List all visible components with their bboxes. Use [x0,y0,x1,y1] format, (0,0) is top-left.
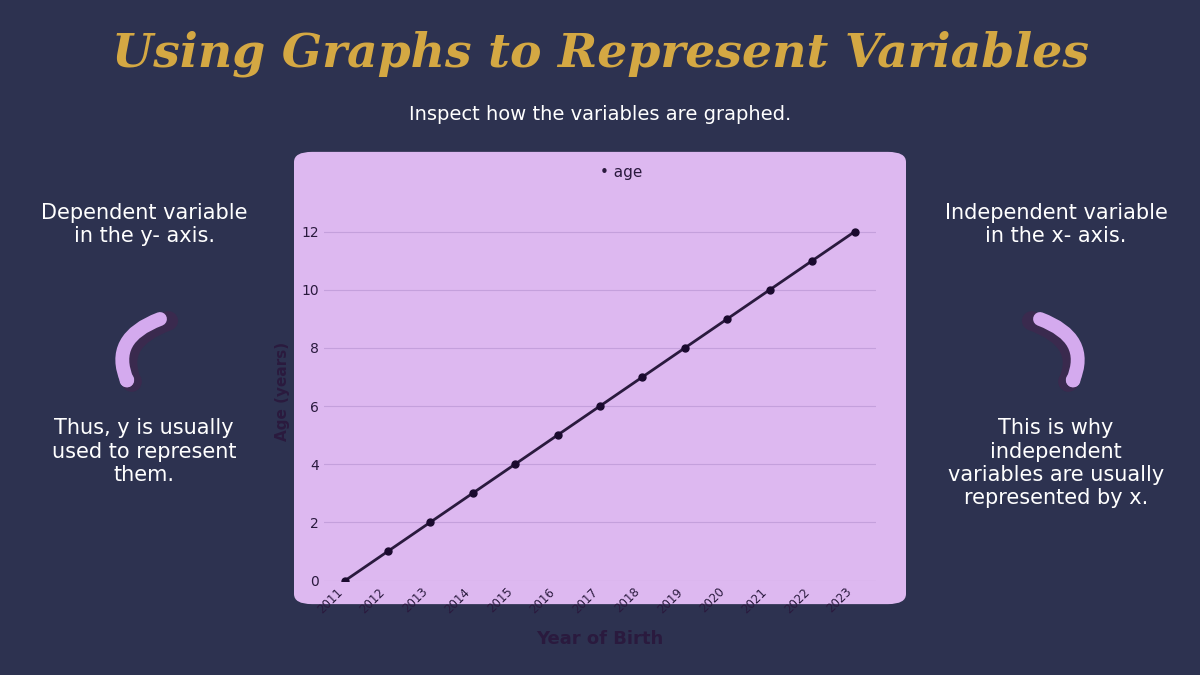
Text: Thus, y is usually
used to represent
them.: Thus, y is usually used to represent the… [52,418,236,485]
Text: Dependent variable
in the y- axis.: Dependent variable in the y- axis. [41,202,247,246]
Text: This is why
independent
variables are usually
represented by x.: This is why independent variables are us… [948,418,1164,508]
Text: Independent variable
in the x- axis.: Independent variable in the x- axis. [944,202,1168,246]
FancyArrowPatch shape [1032,321,1073,382]
Text: • age: • age [600,165,642,180]
Y-axis label: Age (years): Age (years) [276,342,290,441]
X-axis label: Year of Birth: Year of Birth [536,630,664,647]
FancyArrowPatch shape [1040,319,1078,381]
Text: Using Graphs to Represent Variables: Using Graphs to Represent Variables [112,30,1088,77]
FancyArrowPatch shape [122,319,160,381]
FancyArrowPatch shape [127,321,168,382]
Text: Inspect how the variables are graphed.: Inspect how the variables are graphed. [409,105,791,124]
